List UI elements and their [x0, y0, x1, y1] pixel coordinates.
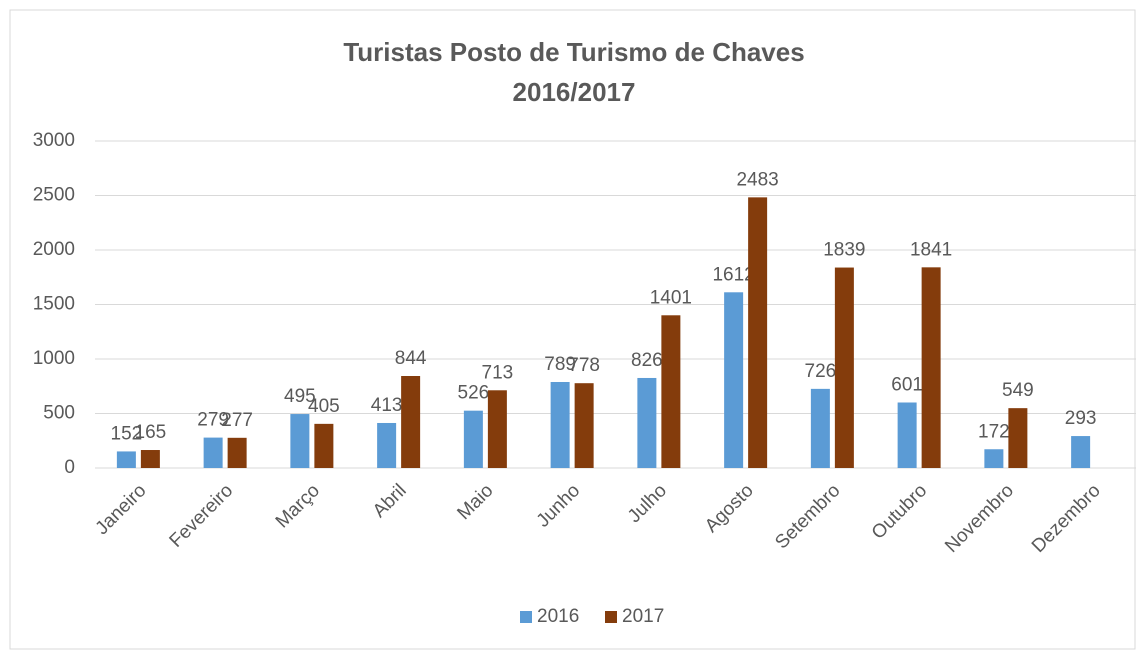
y-tick-label: 500 — [43, 403, 75, 424]
bar — [1071, 436, 1091, 468]
data-label: 293 — [1065, 408, 1097, 429]
bar — [637, 377, 657, 468]
data-label: 549 — [1002, 380, 1034, 401]
bar — [377, 422, 397, 468]
bar — [116, 451, 136, 468]
data-label: 277 — [221, 410, 253, 431]
bar — [810, 388, 830, 468]
bar — [550, 381, 570, 468]
chart-frame — [9, 9, 1136, 650]
y-tick-label: 2000 — [33, 239, 75, 260]
y-tick-label: 1000 — [33, 348, 75, 369]
legend-label: 2017 — [622, 606, 664, 627]
y-tick-label: 2500 — [33, 185, 75, 206]
chart-title: Turistas Posto de Turismo de Chaves — [343, 37, 804, 67]
bar — [897, 402, 917, 468]
data-label: 413 — [371, 395, 403, 416]
data-label: 279 — [197, 410, 229, 431]
data-label: 2483 — [736, 169, 778, 190]
bar — [487, 390, 507, 468]
data-label: 726 — [805, 361, 837, 382]
data-label: 713 — [482, 362, 514, 383]
data-label: 1839 — [823, 240, 865, 261]
y-tick-label: 3000 — [33, 130, 75, 151]
data-label: 826 — [631, 350, 663, 371]
data-label: 778 — [568, 355, 600, 376]
data-label: 405 — [308, 396, 340, 417]
data-label: 789 — [544, 354, 576, 375]
legend-swatch — [605, 611, 617, 623]
bar — [401, 376, 421, 468]
legend-label: 2016 — [537, 606, 579, 627]
bar — [1008, 408, 1028, 468]
bar — [661, 315, 681, 468]
data-label: 601 — [891, 375, 923, 396]
legend-swatch — [520, 611, 532, 623]
bar — [574, 383, 594, 468]
bar — [748, 197, 768, 468]
bar — [314, 423, 334, 468]
data-label: 526 — [458, 383, 490, 404]
bar — [724, 292, 744, 468]
data-label: 1401 — [650, 287, 692, 308]
data-label: 844 — [395, 348, 427, 369]
bar — [290, 414, 310, 468]
data-label: 1841 — [910, 239, 952, 260]
bar — [463, 410, 483, 468]
bar — [140, 450, 160, 468]
data-label: 172 — [978, 421, 1010, 442]
y-tick-label: 0 — [64, 457, 75, 478]
chart-subtitle: 2016/2017 — [513, 77, 636, 107]
data-label: 152 — [111, 423, 143, 444]
data-label: 1612 — [712, 264, 754, 285]
bar — [203, 437, 223, 468]
data-label: 495 — [284, 386, 316, 407]
data-label: 165 — [135, 422, 167, 443]
bar — [984, 449, 1004, 468]
y-tick-label: 1500 — [33, 294, 75, 315]
bar — [921, 267, 941, 468]
bar — [227, 437, 247, 468]
bar — [834, 267, 854, 468]
